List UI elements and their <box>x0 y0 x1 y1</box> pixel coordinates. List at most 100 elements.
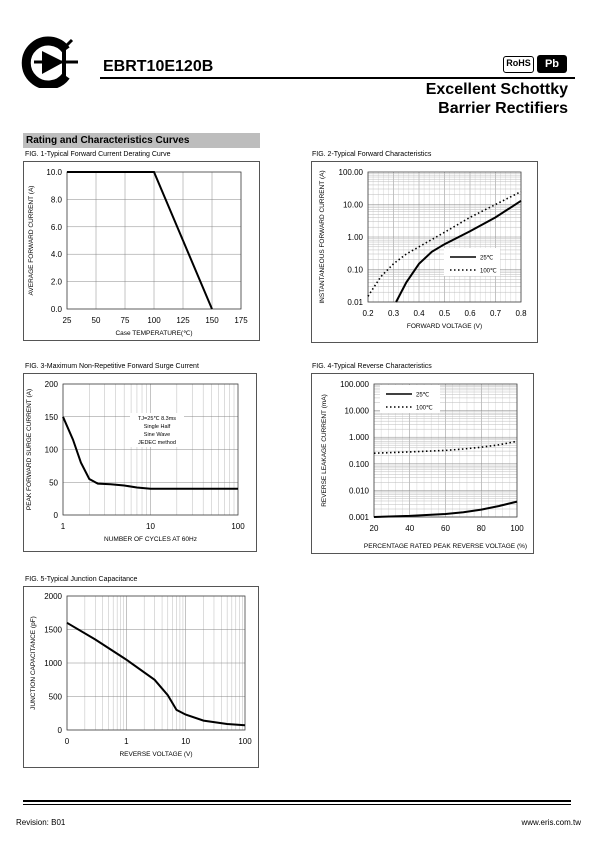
fig2-legend-box <box>444 248 500 276</box>
fig5-y-tick-label: 1000 <box>44 659 62 668</box>
fig5-x-tick-label: 100 <box>238 737 252 746</box>
fig2-plot-frame <box>367 171 522 303</box>
fig4-x-tick-label: 80 <box>477 524 486 533</box>
fig4-y-axis-label: REVERSE LEAKAGE CURRENT (mA) <box>321 394 328 507</box>
fig4-y-tick-label: 0.010 <box>349 486 370 495</box>
website-link[interactable]: www.eris.com.tw <box>521 818 581 827</box>
fig4-series-line-2 <box>373 440 518 454</box>
fig4-y-tick-label: 0.001 <box>349 513 370 522</box>
fig1-box <box>23 161 260 341</box>
fig5-box <box>23 586 259 768</box>
fig2-x-tick-label: 0.2 <box>362 309 374 318</box>
fig2-box <box>311 161 538 343</box>
fig1-y-tick-label: 4.0 <box>51 250 63 259</box>
fig5-plot-frame <box>66 595 246 731</box>
fig3-series-line <box>62 416 238 490</box>
fig2-x-tick-label: 0.6 <box>464 309 476 318</box>
fig4-x-axis-label: PERCENTAGE RATED PEAK REVERSE VOLTAGE (%… <box>364 543 527 550</box>
fig3-x-tick-label: 100 <box>231 522 245 531</box>
fig3-annotation-line: Sine Wave <box>144 432 170 438</box>
fig1-x-tick-label: 150 <box>205 316 219 325</box>
fig4-legend-label: 25℃ <box>416 393 430 399</box>
fig5-x-tick-label: 10 <box>181 737 190 746</box>
fig2-x-tick-label: 0.7 <box>490 309 502 318</box>
revision-label: Revision: B01 <box>16 818 66 827</box>
fig2-x-tick-label: 0.3 <box>388 309 400 318</box>
fig2-y-tick-label: 0.10 <box>347 266 363 275</box>
fig3-y-tick-label: 0 <box>54 511 59 520</box>
fig2-series-line-1 <box>395 199 522 303</box>
fig2-x-tick-label: 0.4 <box>413 309 425 318</box>
fig3-y-tick-label: 100 <box>45 446 59 455</box>
fig2-x-tick-label: 0.8 <box>515 309 527 318</box>
part-number: EBRT10E120B <box>103 58 214 75</box>
fig5-caption: FIG. 5-Typical Junction Capacitance <box>25 576 138 583</box>
fig1-y-tick-label: 0.0 <box>51 305 63 314</box>
fig1-caption: FIG. 1-Typical Forward Current Derating … <box>25 151 171 158</box>
fig3-x-axis-label: NUMBER OF CYCLES AT 60Hz <box>104 536 197 543</box>
fig5-y-axis-label: JUNCTION CAPACITANCE (pF) <box>30 616 37 710</box>
fig2-y-tick-label: 10.00 <box>343 201 364 210</box>
fig2-legend-label: 100℃ <box>480 269 497 275</box>
fig1-x-tick-label: 75 <box>121 316 130 325</box>
fig2-x-axis-label: FORWARD VOLTAGE (V) <box>407 323 482 330</box>
fig1-x-tick-label: 175 <box>234 316 248 325</box>
fig1-y-tick-label: 2.0 <box>51 278 63 287</box>
fig3-box <box>23 373 257 552</box>
fig3-plot-frame <box>62 383 239 516</box>
fig4-y-tick-label: 10.000 <box>345 407 370 416</box>
header-rule <box>100 77 575 79</box>
fig2-series-line-2 <box>367 190 522 297</box>
fig4-legend-box <box>380 385 440 413</box>
product-title-line1: Excellent Schottky <box>425 81 568 98</box>
fig3-y-tick-label: 150 <box>45 413 59 422</box>
company-logo <box>21 36 78 88</box>
fig4-x-tick-label: 20 <box>370 524 379 533</box>
fig4-y-tick-label: 100.000 <box>340 380 369 389</box>
fig3-annotation-line: Single Half <box>144 424 171 430</box>
fig1-series-line <box>67 171 213 310</box>
fig5-x-tick-label: 0 <box>65 737 70 746</box>
fig2-caption: FIG. 2-Typical Forward Characteristics <box>312 151 432 158</box>
fig3-annotation-box <box>130 413 184 447</box>
fig2-y-axis-label: INSTANTANEOUS FORWARD CURRENT (A) <box>319 170 326 303</box>
fig1-x-tick-label: 100 <box>147 316 161 325</box>
footer-rule-thin <box>23 804 571 805</box>
fig5-y-tick-label: 2000 <box>44 592 62 601</box>
fig3-y-axis-label: PEAK FORWARD SURGE CURRENT (A) <box>26 389 33 510</box>
fig2-legend-label: 25℃ <box>480 256 494 262</box>
fig4-x-tick-label: 60 <box>441 524 450 533</box>
fig1-y-tick-label: 8.0 <box>51 195 63 204</box>
fig2-y-tick-label: 0.01 <box>347 298 363 307</box>
section-title: Rating and Characteristics Curves <box>23 133 260 148</box>
fig1-y-tick-label: 10.0 <box>46 168 62 177</box>
fig3-annotation-line: JEDEC method <box>138 440 176 446</box>
fig1-y-axis-label: AVERAGE FORWARD CURRENT (A) <box>28 186 35 296</box>
fig4-y-tick-label: 0.100 <box>349 460 370 469</box>
fig2-x-tick-label: 0.5 <box>439 309 451 318</box>
fig3-y-tick-label: 50 <box>49 478 58 487</box>
fig4-caption: FIG. 4-Typical Reverse Characteristics <box>312 363 432 370</box>
fig1-x-tick-label: 25 <box>63 316 72 325</box>
fig1-x-axis-label: Case TEMPERATURE(℃) <box>115 330 192 337</box>
fig5-y-tick-label: 1500 <box>44 626 62 635</box>
rohs-badge: RoHS <box>503 56 534 73</box>
fig3-annotation-line: TJ=25℃ 8.3ms <box>138 416 176 422</box>
product-title-line2: Barrier Rectifiers <box>438 100 568 117</box>
fig4-x-tick-label: 100 <box>510 524 524 533</box>
fig5-x-tick-label: 1 <box>124 737 129 746</box>
fig4-series-line-1 <box>373 500 518 518</box>
fig1-x-tick-label: 50 <box>92 316 101 325</box>
fig5-series-line <box>66 621 246 727</box>
fig2-y-tick-label: 100.00 <box>339 168 364 177</box>
fig3-x-tick-label: 1 <box>61 522 66 531</box>
footer-rule-thick <box>23 800 571 802</box>
pb-free-badge: Pb <box>537 55 567 73</box>
fig5-y-tick-label: 0 <box>58 726 63 735</box>
fig4-x-tick-label: 40 <box>405 524 414 533</box>
fig5-y-tick-label: 500 <box>49 693 63 702</box>
fig1-x-tick-label: 125 <box>176 316 190 325</box>
fig1-y-tick-label: 6.0 <box>51 223 63 232</box>
fig4-y-tick-label: 1.000 <box>349 433 370 442</box>
